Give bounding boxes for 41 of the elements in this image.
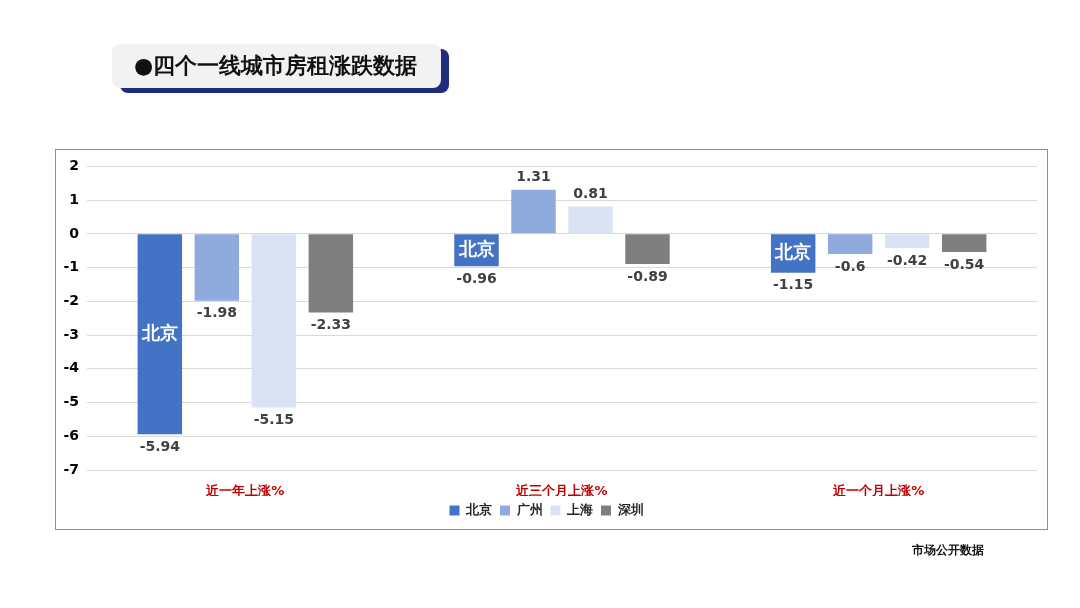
data-label: -1.98 <box>196 304 238 321</box>
bar <box>194 234 240 301</box>
y-tick-label: -1 <box>63 258 79 275</box>
data-label: -5.15 <box>253 411 295 428</box>
text: 北京 <box>775 241 812 263</box>
data-label: -0.6 <box>834 257 866 274</box>
bar <box>251 234 297 408</box>
data-label: -5.94 <box>139 437 181 454</box>
legend-label: 深圳 <box>616 501 644 517</box>
data-label: -2.33 <box>310 316 352 333</box>
text: 北京 <box>458 237 495 259</box>
y-tick-label: 1 <box>69 190 79 207</box>
bar <box>827 234 873 255</box>
data-label: -0.89 <box>627 267 668 284</box>
data-label: 0.81 <box>573 185 608 202</box>
data-label: -1.15 <box>772 276 814 293</box>
y-tick-label: 0 <box>69 224 80 241</box>
data-label: 1.31 <box>516 168 551 185</box>
bar <box>511 189 556 234</box>
y-tick-label: -2 <box>63 291 79 308</box>
legend-label: 广州 <box>515 501 543 517</box>
y-tick-label: 2 <box>69 157 79 174</box>
y-tick-label: -6 <box>63 426 79 443</box>
bar <box>308 234 354 313</box>
bar <box>568 206 613 234</box>
data-label: -0.96 <box>456 269 497 286</box>
y-tick-label: -3 <box>63 325 79 342</box>
bar <box>941 234 987 253</box>
bar <box>625 234 670 264</box>
bar <box>884 234 930 249</box>
y-tick-label: -5 <box>63 393 79 410</box>
bar <box>137 234 183 435</box>
legend-label: 上海 <box>566 501 593 517</box>
y-tick-label: -7 <box>63 460 79 477</box>
text: 市场公开数据 <box>912 542 984 559</box>
text: 北京 <box>141 321 178 343</box>
data-label: -0.42 <box>886 251 928 268</box>
y-tick-label: -4 <box>63 359 80 376</box>
legend-label: 北京 <box>465 501 492 517</box>
data-label: -0.54 <box>943 255 985 272</box>
chart-title: ●四个一线城市房租涨跌数据 <box>112 44 442 88</box>
